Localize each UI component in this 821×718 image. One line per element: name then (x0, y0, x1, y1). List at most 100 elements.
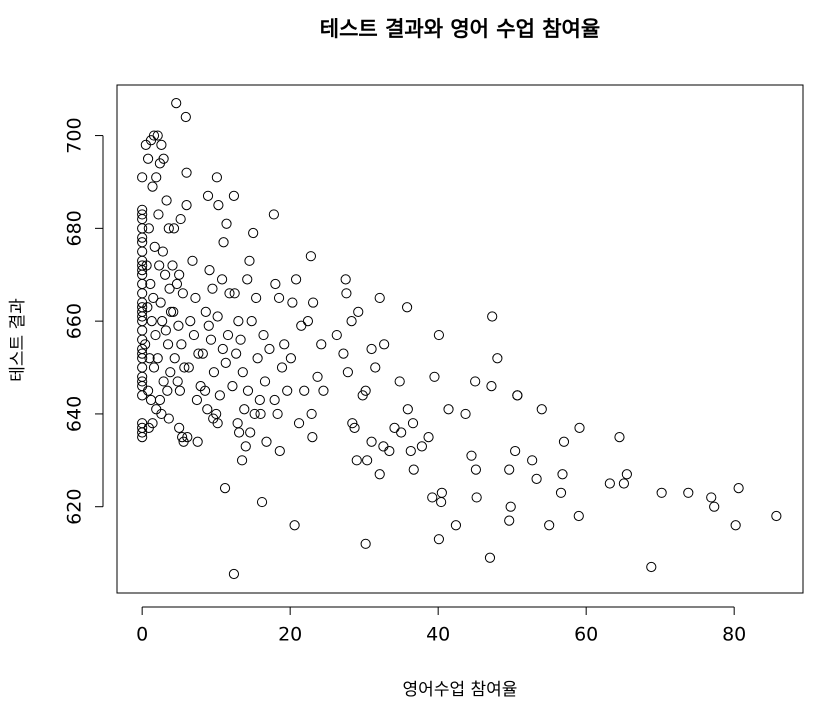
point (212, 418, 223, 429)
point (175, 213, 186, 225)
point (174, 269, 185, 280)
point (137, 288, 148, 299)
point (197, 348, 208, 359)
point (466, 450, 477, 461)
point (604, 478, 615, 489)
point (573, 510, 584, 522)
point (152, 353, 163, 364)
point (378, 441, 389, 452)
point (181, 200, 192, 211)
point (162, 339, 174, 350)
x-tick-label: 20 (278, 624, 302, 646)
point (510, 445, 521, 457)
point (394, 376, 405, 387)
point (258, 329, 269, 341)
point (346, 316, 357, 327)
point (264, 343, 275, 355)
point (308, 297, 319, 308)
point (470, 464, 482, 475)
point (235, 334, 246, 345)
point (254, 394, 265, 406)
y-tick-label: 680 (64, 210, 86, 246)
x-tick-label: 40 (426, 624, 450, 646)
point (163, 223, 174, 234)
point (342, 367, 353, 378)
point (374, 469, 385, 480)
point (429, 371, 440, 382)
point (316, 339, 327, 350)
point (137, 204, 148, 215)
point (231, 348, 242, 359)
point (193, 348, 204, 359)
point (153, 209, 164, 220)
point (217, 343, 228, 355)
point (173, 320, 184, 331)
point (527, 455, 538, 466)
point (147, 181, 158, 192)
point (646, 561, 657, 573)
point (137, 422, 148, 433)
point (177, 288, 188, 299)
point (137, 390, 148, 401)
point (141, 260, 152, 271)
point (190, 292, 201, 304)
point (360, 385, 371, 396)
point (423, 432, 434, 443)
x-tick-label: 0 (136, 624, 148, 646)
point (214, 390, 225, 401)
point (142, 302, 153, 313)
point (408, 464, 419, 475)
point (536, 404, 547, 415)
point (544, 520, 555, 531)
point (389, 422, 400, 433)
point (246, 316, 257, 327)
point (143, 422, 154, 433)
point (211, 172, 223, 183)
point (191, 394, 203, 406)
point (155, 297, 166, 308)
point (145, 394, 157, 406)
point (234, 427, 245, 438)
point (137, 246, 148, 257)
point (154, 394, 166, 406)
point (236, 455, 248, 466)
point (207, 283, 218, 294)
point (307, 432, 318, 443)
point (306, 408, 317, 420)
point (146, 316, 157, 327)
point (174, 422, 185, 433)
point (149, 241, 160, 253)
point (187, 255, 198, 266)
point (179, 362, 190, 373)
point (360, 538, 371, 549)
point (268, 209, 279, 220)
point (269, 394, 280, 406)
point (287, 297, 298, 308)
point (174, 385, 186, 396)
point (165, 367, 176, 378)
point (142, 385, 154, 396)
point (558, 436, 570, 447)
point (272, 408, 283, 420)
point (244, 255, 255, 266)
point (164, 283, 175, 294)
point (181, 167, 192, 178)
point (172, 376, 183, 387)
point (557, 469, 568, 480)
point (228, 190, 240, 201)
point (487, 311, 498, 322)
point (305, 251, 316, 262)
y-tick-label: 640 (64, 396, 86, 432)
point (171, 97, 182, 109)
point (188, 329, 200, 341)
point (185, 316, 196, 327)
point (140, 339, 151, 350)
point (505, 501, 516, 512)
point (331, 329, 342, 341)
point (270, 278, 281, 290)
point (402, 404, 413, 415)
point (470, 376, 481, 387)
point (460, 408, 471, 420)
point (177, 432, 188, 443)
point (416, 441, 427, 452)
